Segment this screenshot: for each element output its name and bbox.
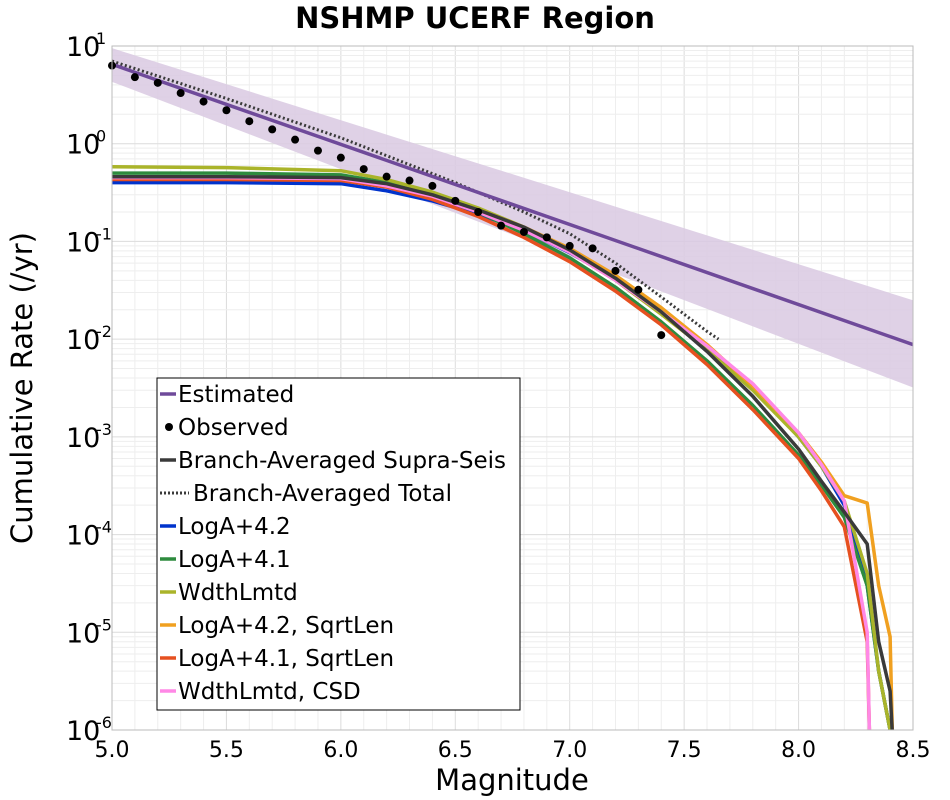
x-tick-label: 6.5: [438, 738, 473, 763]
observed-point: [497, 221, 506, 230]
series-line-estimated: [112, 62, 913, 347]
legend-label: Estimated: [178, 382, 294, 408]
observed-point: [153, 78, 162, 87]
observed-point: [176, 89, 185, 98]
x-tick-label: 6.0: [323, 738, 358, 763]
y-tick-exponent: -4: [96, 518, 112, 537]
y-tick-label: 10: [66, 521, 100, 552]
y-tick-exponent: -1: [96, 224, 112, 243]
observed-point: [336, 153, 345, 162]
legend-label: LogA+4.2: [178, 514, 291, 540]
y-tick-label: 10: [66, 227, 100, 258]
y-tick-exponent: -6: [96, 713, 112, 732]
observed-point: [634, 285, 643, 294]
legend-label: WdthLmtd: [178, 580, 298, 606]
observed-point: [474, 208, 483, 217]
observed-point: [542, 233, 551, 242]
observed-point: [451, 196, 460, 205]
x-tick-label: 7.5: [667, 738, 702, 763]
y-axis-label: Cumulative Rate (/yr): [5, 232, 39, 544]
series-layer: [108, 59, 913, 730]
observed-point: [405, 176, 414, 185]
y-tick-exponent: -2: [96, 322, 112, 341]
series-line-branch-averaged-supra-seis: [112, 174, 894, 730]
legend: Estimated Observed Branch-Averaged Supra-S…: [156, 377, 521, 711]
y-tick-label: 10: [66, 716, 100, 747]
observed-point: [313, 146, 322, 155]
legend-label: WdthLmtd, CSD: [178, 679, 361, 705]
plot-frame: [111, 45, 914, 731]
x-tick-label: 7.0: [552, 738, 587, 763]
y-tick-label: 10: [66, 325, 100, 356]
x-tick-label: 5.0: [95, 738, 130, 763]
legend-label: LogA+4.1: [178, 547, 291, 573]
series-line-branch-averaged-total: [112, 59, 720, 341]
y-tick-label: 10: [66, 423, 100, 454]
observed-point: [611, 266, 620, 275]
observed-point: [291, 135, 300, 144]
y-tick-exponent: -3: [96, 420, 112, 439]
chart-title: NSHMP UCERF Region: [295, 1, 655, 35]
y-tick-exponent: 1: [96, 29, 106, 48]
legend-box: [156, 377, 521, 711]
observed-point: [565, 241, 574, 250]
observed-point: [199, 97, 208, 106]
y-tick-exponent: -5: [96, 615, 112, 634]
x-tick-label: 5.5: [209, 738, 244, 763]
observed-point: [382, 172, 391, 181]
y-tick-label: 10: [66, 32, 100, 63]
legend-label: LogA+4.2, SqrtLen: [178, 613, 394, 639]
observed-point: [130, 73, 139, 82]
y-tick-exponent: 0: [96, 127, 106, 146]
legend-label: Observed: [178, 415, 289, 441]
legend-label: LogA+4.1, SqrtLen: [178, 646, 394, 672]
observed-point: [359, 165, 368, 174]
x-tick-label: 8.0: [781, 738, 816, 763]
observed-point: [657, 331, 666, 340]
observed-point: [428, 181, 437, 190]
x-tick-label: 8.5: [896, 738, 931, 763]
observed-point: [588, 244, 597, 253]
x-axis-label: Magnitude: [435, 763, 589, 797]
x-tick-labels: 5.0 5.5 6.0 6.5 7.0 7.5 8.0 8.5: [95, 738, 931, 763]
legend-marker-observed: [165, 423, 173, 431]
observed-point: [268, 125, 277, 134]
observed-point: [245, 117, 254, 126]
observed-point: [519, 227, 528, 236]
y-tick-label: 10: [66, 130, 100, 161]
legend-label: Branch-Averaged Total: [193, 481, 452, 507]
y-tick-label: 10: [66, 618, 100, 649]
legend-label: Branch-Averaged Supra-Seis: [178, 448, 506, 474]
observed-point: [222, 106, 231, 115]
